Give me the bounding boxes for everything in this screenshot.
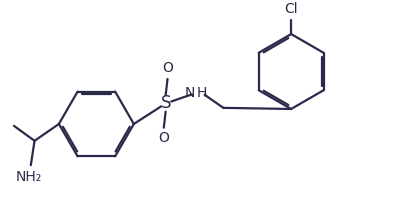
Text: H: H [196, 86, 207, 100]
Text: N: N [185, 86, 195, 100]
Text: O: O [158, 131, 169, 145]
Text: Cl: Cl [284, 2, 298, 16]
Text: O: O [162, 61, 173, 75]
Text: S: S [160, 94, 171, 112]
Text: NH₂: NH₂ [16, 170, 42, 184]
